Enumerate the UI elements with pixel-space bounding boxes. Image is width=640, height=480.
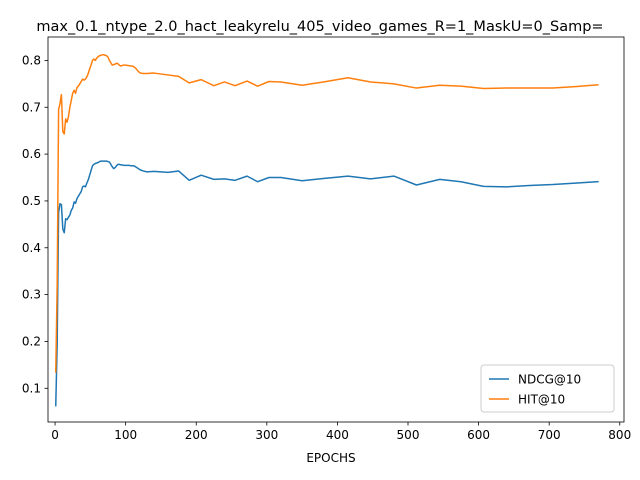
plot-area: 0 100 200 300 400 500 600 700 800 0.1 0.2 0.3 0.4 0.5…	[22, 36, 631, 442]
chart-title: max_0.1_ntype_2.0_hact_leakyrelu_405_vid…	[36, 19, 603, 35]
x-tick-label: 100	[114, 428, 137, 442]
y-tick-label: 0.7	[22, 100, 41, 114]
x-tick-label: 500	[397, 428, 420, 442]
series-line-1	[54, 160, 599, 407]
x-tick-label: 0	[51, 428, 59, 442]
axes-frame	[47, 36, 625, 423]
x-tick-label: 200	[185, 428, 208, 442]
x-tick-label: 800	[608, 428, 631, 442]
legend-label: HIT@10	[518, 393, 565, 407]
x-tick-label: 600	[467, 428, 490, 442]
y-tick-label: 0.8	[22, 53, 41, 67]
series-line-2	[54, 54, 599, 373]
y-tick-label: 0.1	[22, 381, 41, 395]
y-tick-label: 0.5	[22, 194, 41, 208]
legend-box	[480, 364, 615, 413]
legend-label: NDCG@10	[518, 373, 581, 387]
x-tick-label: 300	[255, 428, 278, 442]
x-tick-label: 400	[326, 428, 349, 442]
y-tick-label: 0.2	[22, 334, 41, 348]
y-tick-label: 0.6	[22, 147, 41, 161]
y-tick-label: 0.4	[22, 241, 41, 255]
x-axis-label: EPOCHS	[306, 451, 355, 465]
x-tick-label: 700	[538, 428, 561, 442]
y-tick-label: 0.3	[22, 288, 41, 302]
